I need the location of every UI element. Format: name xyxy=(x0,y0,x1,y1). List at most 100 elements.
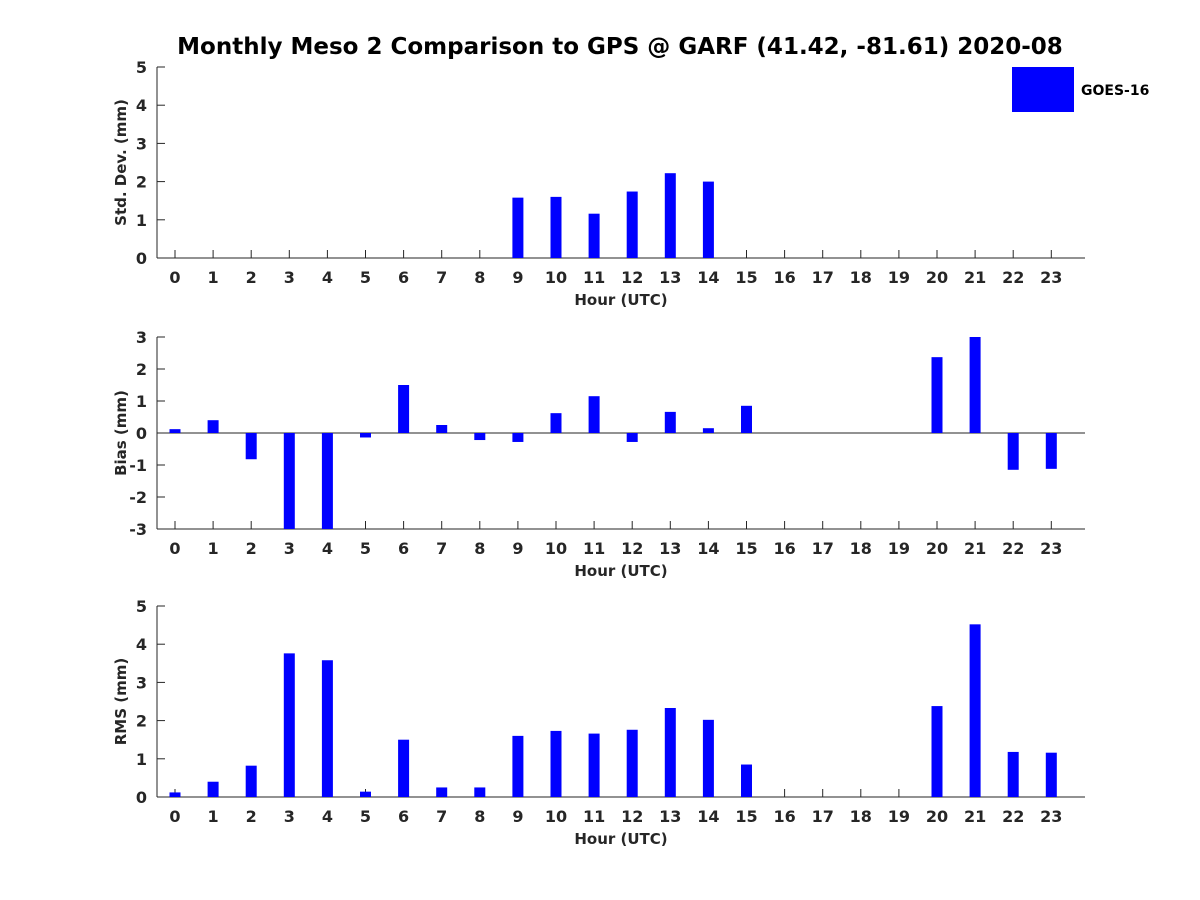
x-tick-label: 9 xyxy=(512,539,523,558)
x-tick-label: 14 xyxy=(697,807,719,826)
y-tick-label: 1 xyxy=(136,392,147,411)
x-tick-label: 9 xyxy=(512,807,523,826)
bar xyxy=(588,733,600,797)
bar xyxy=(321,660,333,797)
y-axis-label: Std. Dev. (mm) xyxy=(112,99,130,226)
bar xyxy=(626,729,638,797)
bar xyxy=(245,433,257,460)
bar xyxy=(550,413,562,433)
y-tick-label: 3 xyxy=(136,673,147,692)
bar xyxy=(741,764,752,797)
bar xyxy=(702,428,714,433)
bar xyxy=(741,405,752,433)
x-axis-label: Hour (UTC) xyxy=(574,830,667,848)
x-tick-label: 12 xyxy=(621,807,643,826)
bar xyxy=(588,213,600,258)
x-tick-label: 19 xyxy=(888,539,910,558)
x-tick-label: 20 xyxy=(926,268,948,287)
x-tick-label: 19 xyxy=(888,807,910,826)
x-tick-label: 22 xyxy=(1002,807,1024,826)
y-tick-label: 2 xyxy=(136,712,147,731)
bar xyxy=(550,730,562,797)
bar xyxy=(969,624,981,797)
x-tick-label: 23 xyxy=(1040,807,1062,826)
bar xyxy=(626,433,638,442)
x-tick-label: 3 xyxy=(284,539,295,558)
bar xyxy=(550,196,562,258)
x-tick-label: 8 xyxy=(474,539,485,558)
x-tick-label: 15 xyxy=(735,807,757,826)
x-tick-label: 0 xyxy=(169,807,180,826)
bar xyxy=(931,357,943,433)
bar xyxy=(207,781,219,797)
bar xyxy=(1007,433,1019,470)
y-tick-label: 2 xyxy=(136,173,147,192)
bar xyxy=(360,791,371,797)
x-tick-label: 4 xyxy=(322,268,333,287)
x-tick-label: 16 xyxy=(773,807,795,826)
x-tick-label: 10 xyxy=(545,268,567,287)
legend: GOES-16 xyxy=(1012,67,1149,112)
x-tick-label: 14 xyxy=(697,268,719,287)
bar xyxy=(207,420,219,433)
y-tick-label: 3 xyxy=(136,328,147,347)
bar xyxy=(1007,751,1019,797)
x-tick-label: 6 xyxy=(398,807,409,826)
x-tick-label: 10 xyxy=(545,539,567,558)
x-tick-label: 5 xyxy=(360,268,371,287)
bar xyxy=(664,707,676,797)
bar xyxy=(626,191,638,258)
x-tick-label: 21 xyxy=(964,539,986,558)
y-tick-label: 0 xyxy=(136,424,147,443)
x-tick-label: 11 xyxy=(583,539,605,558)
bar xyxy=(664,411,676,433)
bar xyxy=(169,429,181,433)
y-tick-label: 1 xyxy=(136,750,147,769)
x-tick-label: 7 xyxy=(436,539,447,558)
bar xyxy=(664,173,676,258)
y-axis-label: RMS (mm) xyxy=(112,658,130,745)
bar xyxy=(245,765,257,797)
x-tick-label: 13 xyxy=(659,268,681,287)
x-tick-label: 3 xyxy=(284,807,295,826)
bar xyxy=(1045,433,1057,469)
x-tick-label: 4 xyxy=(322,539,333,558)
bar xyxy=(283,433,295,529)
bar xyxy=(931,706,943,797)
x-tick-label: 5 xyxy=(360,539,371,558)
y-tick-label: 5 xyxy=(136,597,147,616)
x-tick-label: 17 xyxy=(812,539,834,558)
x-tick-label: 22 xyxy=(1002,268,1024,287)
x-tick-label: 13 xyxy=(659,539,681,558)
y-axis-label: Bias (mm) xyxy=(112,390,130,476)
bar xyxy=(360,433,371,438)
y-tick-label: 5 xyxy=(136,58,147,77)
x-tick-label: 11 xyxy=(583,268,605,287)
x-tick-label: 10 xyxy=(545,807,567,826)
bar xyxy=(398,385,410,433)
x-tick-label: 12 xyxy=(621,539,643,558)
bar xyxy=(436,787,448,797)
legend-label: GOES-16 xyxy=(1081,83,1149,99)
y-tick-label: 1 xyxy=(136,211,147,230)
x-tick-label: 7 xyxy=(436,268,447,287)
x-tick-label: 16 xyxy=(773,268,795,287)
x-tick-label: 20 xyxy=(926,539,948,558)
y-tick-label: 0 xyxy=(136,788,147,807)
x-tick-label: 8 xyxy=(474,268,485,287)
x-tick-label: 1 xyxy=(208,268,219,287)
bar xyxy=(474,433,486,441)
x-tick-label: 4 xyxy=(322,807,333,826)
x-tick-label: 7 xyxy=(436,807,447,826)
y-tick-label: 4 xyxy=(136,96,147,115)
x-tick-label: 23 xyxy=(1040,268,1062,287)
x-tick-label: 18 xyxy=(850,268,872,287)
x-tick-label: 2 xyxy=(246,268,257,287)
x-tick-label: 18 xyxy=(850,807,872,826)
y-tick-label: -1 xyxy=(129,456,147,475)
x-axis-label: Hour (UTC) xyxy=(574,562,667,580)
legend-swatch xyxy=(1012,67,1074,112)
